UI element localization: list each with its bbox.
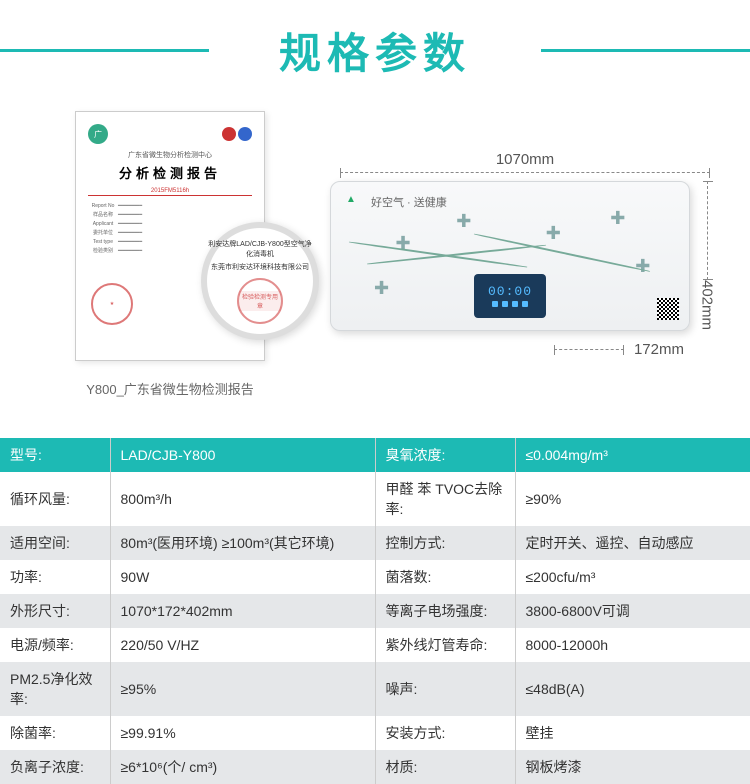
table-row: 除菌率:≥99.91%安装方式:壁挂 <box>0 716 750 750</box>
lcd-time: 00:00 <box>488 284 532 299</box>
device-area: 1070mm ▲ 好空气 · 送健康 ✚ ✚ ✚ ✚ ✚ ✚ 00:00 <box>330 151 720 359</box>
spec-value: 800m³/h <box>110 472 375 526</box>
table-row: 循环风量:800m³/h甲醛 苯 TVOC去除率:≥90% <box>0 472 750 526</box>
spec-label: 安装方式: <box>375 716 515 750</box>
badge-icon <box>238 127 252 141</box>
header-title: 规格参数 <box>209 20 541 81</box>
spec-value: 8000-12000h <box>515 628 750 662</box>
spec-value: 钢板烤漆 <box>515 750 750 784</box>
spec-label: 等离子电场强度: <box>375 594 515 628</box>
spec-value: 90W <box>110 560 375 594</box>
badge-icon <box>222 127 236 141</box>
spec-label: 型号: <box>0 438 110 472</box>
spec-value: ≤48dB(A) <box>515 662 750 716</box>
dimension-height-label: 402mm <box>699 280 716 330</box>
dimension-width-label: 1070mm <box>330 151 720 168</box>
spec-value: 80m³(医用环境) ≥100m³(其它环境) <box>110 526 375 560</box>
spec-label: 外形尺寸: <box>0 594 110 628</box>
spec-label: 紫外线灯管寿命: <box>375 628 515 662</box>
spec-value: 壁挂 <box>515 716 750 750</box>
spec-value: ≥99.91% <box>110 716 375 750</box>
certificate-zoom: 利安达牌LAD/CJB-Y800型空气净化消毒机 东莞市利安达环境科技有限公司 … <box>201 222 319 340</box>
lcd-indicators <box>492 301 528 307</box>
spec-value: LAD/CJB-Y800 <box>110 438 375 472</box>
certificate-document: 广 广东省微生物分析检测中心 分析检测报告 2015FM5116h Report… <box>75 111 265 361</box>
device-image: ▲ 好空气 · 送健康 ✚ ✚ ✚ ✚ ✚ ✚ 00:00 <box>330 181 690 331</box>
cert-report-no: 2015FM5116h <box>88 188 252 196</box>
zoom-product: 利安达牌LAD/CJB-Y800型空气净化消毒机 <box>207 239 313 259</box>
table-row: 电源/频率:220/50 V/HZ紫外线灯管寿命:8000-12000h <box>0 628 750 662</box>
spec-table: 型号:LAD/CJB-Y800臭氧浓度:≤0.004mg/m³循环风量:800m… <box>0 438 750 784</box>
table-row: 负离子浓度:≥6*10⁶(个/ cm³)材质:钢板烤漆 <box>0 750 750 784</box>
certificate-caption: Y800_广东省微生物检测报告 <box>30 379 310 398</box>
cert-title: 分析检测报告 <box>88 163 252 182</box>
spec-label: 甲醛 苯 TVOC去除率: <box>375 472 515 526</box>
spec-label: 噪声: <box>375 662 515 716</box>
spec-label: 电源/频率: <box>0 628 110 662</box>
section-header: 规格参数 <box>0 20 750 81</box>
spec-value: ≤200cfu/m³ <box>515 560 750 594</box>
spec-value: ≤0.004mg/m³ <box>515 438 750 472</box>
spec-label: 菌落数: <box>375 560 515 594</box>
spec-label: 材质: <box>375 750 515 784</box>
table-row: 外形尺寸:1070*172*402mm等离子电场强度:3800-6800V可调 <box>0 594 750 628</box>
cert-org: 广东省微生物分析检测中心 <box>88 150 252 160</box>
certificate-area: 广 广东省微生物分析检测中心 分析检测报告 2015FM5116h Report… <box>30 111 310 398</box>
spec-value: ≥95% <box>110 662 375 716</box>
dimension-width-line <box>340 172 710 173</box>
spec-value: ≥90% <box>515 472 750 526</box>
spec-label: 循环风量: <box>0 472 110 526</box>
spec-label: 功率: <box>0 560 110 594</box>
stamp-text: 检验检测专用章 <box>239 291 281 311</box>
spec-label: 臭氧浓度: <box>375 438 515 472</box>
qr-code-icon <box>657 298 679 320</box>
spec-label: 适用空间: <box>0 526 110 560</box>
spec-value: 220/50 V/HZ <box>110 628 375 662</box>
header-rule-right <box>541 49 750 52</box>
header-rule-left <box>0 49 209 52</box>
spec-label: 除菌率: <box>0 716 110 750</box>
spec-value: 3800-6800V可调 <box>515 594 750 628</box>
stamp-icon: ★ <box>91 283 133 325</box>
table-row: 适用空间:80m³(医用环境) ≥100m³(其它环境)控制方式:定时开关、遥控… <box>0 526 750 560</box>
table-row: 型号:LAD/CJB-Y800臭氧浓度:≤0.004mg/m³ <box>0 438 750 472</box>
table-row: 功率:90W菌落数:≤200cfu/m³ <box>0 560 750 594</box>
cert-badges <box>222 127 252 141</box>
product-area: 广 广东省微生物分析检测中心 分析检测报告 2015FM5116h Report… <box>0 111 750 418</box>
stamp-icon: 检验检测专用章 <box>237 278 283 324</box>
spec-label: 负离子浓度: <box>0 750 110 784</box>
spec-label: 控制方式: <box>375 526 515 560</box>
device-lcd: 00:00 <box>474 274 546 318</box>
spec-value: ≥6*10⁶(个/ cm³) <box>110 750 375 784</box>
spec-value: 定时开关、遥控、自动感应 <box>515 526 750 560</box>
zoom-company: 东莞市利安达环境科技有限公司 <box>211 262 309 272</box>
spec-label: PM2.5净化效率: <box>0 662 110 716</box>
cert-logo-icon: 广 <box>88 124 108 144</box>
table-row: PM2.5净化效率:≥95%噪声:≤48dB(A) <box>0 662 750 716</box>
dimension-depth: 172mm <box>330 341 684 359</box>
spec-value: 1070*172*402mm <box>110 594 375 628</box>
dimension-height: 402mm <box>690 181 720 331</box>
dimension-depth-label: 172mm <box>634 341 684 358</box>
